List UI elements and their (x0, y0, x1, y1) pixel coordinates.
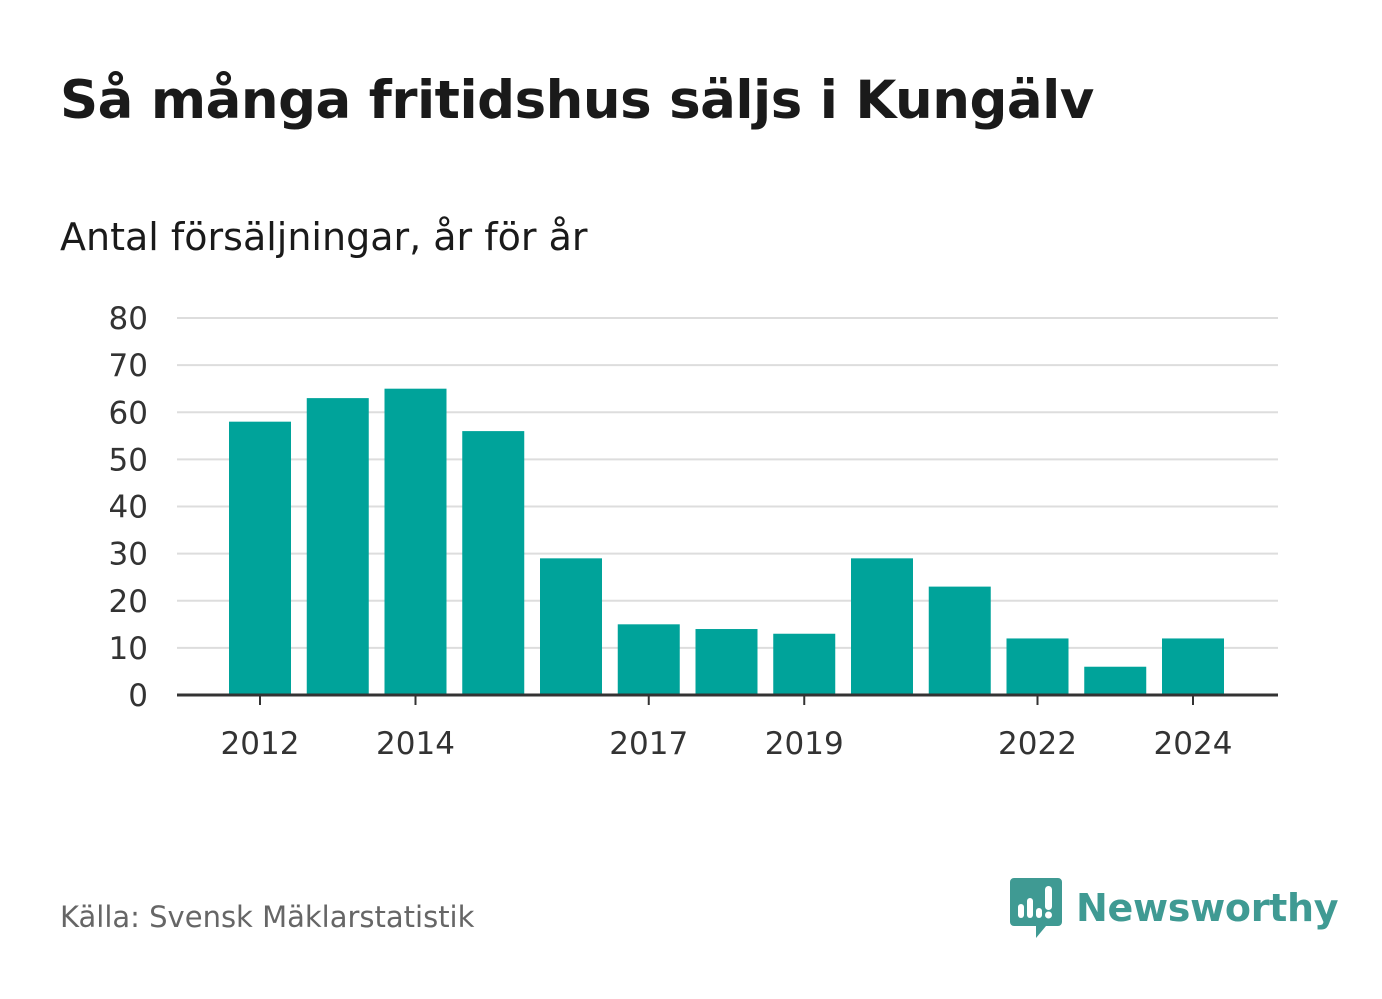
bar-chart-speech-bubble-icon (1010, 878, 1062, 938)
bar-2018 (695, 629, 758, 695)
y-tick-label: 10 (109, 631, 148, 667)
x-tick-label: 2017 (609, 726, 688, 762)
chart-title: Så många fritidshus säljs i Kungälv (60, 70, 1094, 131)
bar-2022 (1006, 638, 1069, 695)
chart-subtitle: Antal försäljningar, år för år (60, 215, 588, 259)
x-axis-tick-labels: 2012 2014 2017 2019 2022 2024 (221, 726, 1233, 762)
x-axis (177, 693, 1278, 705)
bar-2024 (1162, 638, 1224, 695)
y-tick-label: 0 (128, 678, 148, 714)
y-tick-label: 80 (109, 301, 148, 337)
brand-logo: Newsworthy (1010, 878, 1339, 938)
y-tick-label: 50 (109, 442, 148, 478)
bar-2023 (1084, 666, 1147, 695)
bar-2021 (928, 586, 991, 695)
bar-2015 (462, 431, 525, 695)
bar-2016 (540, 558, 602, 695)
bar-2012 (229, 421, 291, 695)
y-tick-label: 30 (109, 537, 148, 573)
source-note: Källa: Svensk Mäklarstatistik (60, 900, 475, 934)
bars (229, 388, 1224, 695)
y-tick-label: 60 (109, 395, 148, 431)
y-tick-label: 20 (109, 584, 148, 620)
bar-2013 (306, 398, 369, 695)
brand-name: Newsworthy (1076, 886, 1339, 930)
x-tick-label: 2022 (998, 726, 1077, 762)
x-tick-label: 2014 (376, 726, 455, 762)
bar-2020 (851, 558, 913, 695)
x-tick-label: 2019 (765, 726, 844, 762)
y-tick-label: 70 (109, 348, 148, 384)
bar-2019 (773, 633, 836, 695)
bar-2014 (384, 388, 447, 695)
y-tick-label: 40 (109, 490, 148, 526)
bar-2017 (617, 624, 680, 695)
y-axis-tick-labels: 0 10 20 30 40 50 60 70 80 (109, 301, 148, 714)
x-tick-label: 2024 (1154, 726, 1233, 762)
x-tick-label: 2012 (221, 726, 300, 762)
